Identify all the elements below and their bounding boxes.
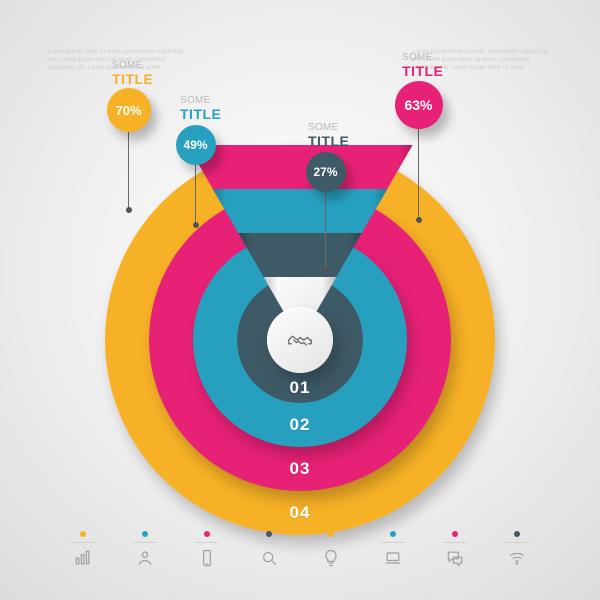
percent-badge: 27% xyxy=(306,152,346,192)
percent-badge: 70% xyxy=(107,88,151,132)
color-dot xyxy=(142,531,148,537)
color-dot xyxy=(80,531,86,537)
person-icon xyxy=(135,548,155,568)
callout-pin-c2: 49% xyxy=(195,145,196,225)
mobile-icon xyxy=(197,548,217,568)
laptop-icon xyxy=(383,548,403,568)
callout-pin-c4: 63% xyxy=(418,105,419,220)
handshake-icon xyxy=(285,325,315,355)
ring-number-01: 01 xyxy=(290,378,311,398)
callout-subtitle: SOME xyxy=(180,95,270,106)
ring-number-03: 03 xyxy=(290,459,311,479)
ring-number-04: 04 xyxy=(290,503,311,523)
icon-cell xyxy=(505,531,529,568)
divider xyxy=(505,542,529,543)
icon-cell xyxy=(133,531,157,568)
color-dot xyxy=(266,531,272,537)
divider xyxy=(71,542,95,543)
callout-c1: SOMETITLE xyxy=(112,60,202,87)
chat-icon xyxy=(445,548,465,568)
color-dot xyxy=(328,531,334,537)
divider xyxy=(443,542,467,543)
divider xyxy=(257,542,281,543)
callout-subtitle: SOME xyxy=(308,122,398,133)
icon-row xyxy=(71,531,529,568)
callout-pin-c1: 70% xyxy=(128,110,129,210)
color-dot xyxy=(514,531,520,537)
callout-c4: SOMETITLE xyxy=(402,52,492,79)
icon-cell xyxy=(257,531,281,568)
callout-title: TITLE xyxy=(402,63,492,79)
ring-number-02: 02 xyxy=(290,415,311,435)
percent-badge: 49% xyxy=(176,125,216,165)
bulb-icon xyxy=(321,548,341,568)
callout-title: TITLE xyxy=(308,133,398,149)
divider xyxy=(133,542,157,543)
color-dot xyxy=(390,531,396,537)
concentric-rings: 04 03 02 01 xyxy=(105,145,495,535)
callout-c2: SOMETITLE xyxy=(180,95,270,122)
wifi-icon xyxy=(507,548,527,568)
center-disc xyxy=(267,307,333,373)
icon-cell xyxy=(443,531,467,568)
search-icon xyxy=(259,548,279,568)
callout-title: TITLE xyxy=(112,71,202,87)
divider xyxy=(319,542,343,543)
icon-cell xyxy=(319,531,343,568)
icon-cell xyxy=(381,531,405,568)
divider xyxy=(381,542,405,543)
callout-subtitle: SOME xyxy=(112,60,202,71)
chart-icon xyxy=(73,548,93,568)
callout-subtitle: SOME xyxy=(402,52,492,63)
percent-badge: 63% xyxy=(395,81,443,129)
icon-cell xyxy=(71,531,95,568)
color-dot xyxy=(452,531,458,537)
color-dot xyxy=(204,531,210,537)
callout-c3: SOMETITLE xyxy=(308,122,398,149)
divider xyxy=(195,542,219,543)
callout-title: TITLE xyxy=(180,106,270,122)
icon-cell xyxy=(195,531,219,568)
callout-pin-c3: 27% xyxy=(325,172,326,270)
